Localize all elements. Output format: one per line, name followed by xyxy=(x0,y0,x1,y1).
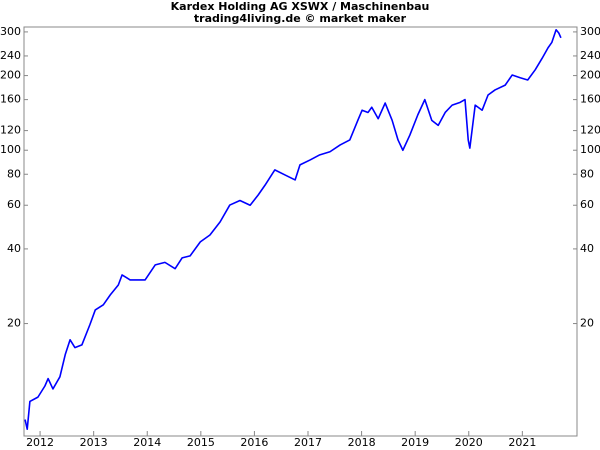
y2-tick-label: 60 xyxy=(580,198,594,211)
y-tick-label: 240 xyxy=(0,49,21,62)
y-tick-label: 120 xyxy=(0,124,21,137)
x-tick-label: 2018 xyxy=(348,436,376,449)
x-tick-label: 2014 xyxy=(133,436,161,449)
y2-tick-label: 20 xyxy=(580,317,594,330)
x-tick-label: 2012 xyxy=(26,436,54,449)
x-tick-label: 2019 xyxy=(401,436,429,449)
y-tick-label: 80 xyxy=(7,167,21,180)
y2-tick-label: 240 xyxy=(580,49,600,62)
y-tick-label: 160 xyxy=(0,93,21,106)
plot-frame xyxy=(23,26,578,437)
y2-tick-label: 80 xyxy=(580,167,594,180)
y-tick-label: 40 xyxy=(7,242,21,255)
y2-tick-label: 160 xyxy=(580,93,600,106)
y2-tick-label: 120 xyxy=(580,124,600,137)
price-line xyxy=(24,28,562,430)
y-tick-label: 20 xyxy=(7,317,21,330)
x-tick-label: 2020 xyxy=(455,436,483,449)
x-tick-label: 2017 xyxy=(294,436,322,449)
y-tick-label: 200 xyxy=(0,69,21,82)
chart-subtitle: trading4living.de © market maker xyxy=(194,12,407,25)
y2-tick-label: 300 xyxy=(580,25,600,38)
x-tick-label: 2015 xyxy=(187,436,215,449)
chart-title: Kardex Holding AG XSWX / Maschinenbau xyxy=(171,0,430,13)
y-tick-label: 60 xyxy=(7,198,21,211)
y2-tick-label: 100 xyxy=(580,143,600,156)
y2-tick-label: 200 xyxy=(580,69,600,82)
x-tick-label: 2021 xyxy=(508,436,536,449)
y-tick-label: 100 xyxy=(0,143,21,156)
y-tick-label: 300 xyxy=(0,25,21,38)
x-tick-label: 2013 xyxy=(80,436,108,449)
x-tick-label: 2016 xyxy=(240,436,268,449)
y2-tick-label: 40 xyxy=(580,242,594,255)
